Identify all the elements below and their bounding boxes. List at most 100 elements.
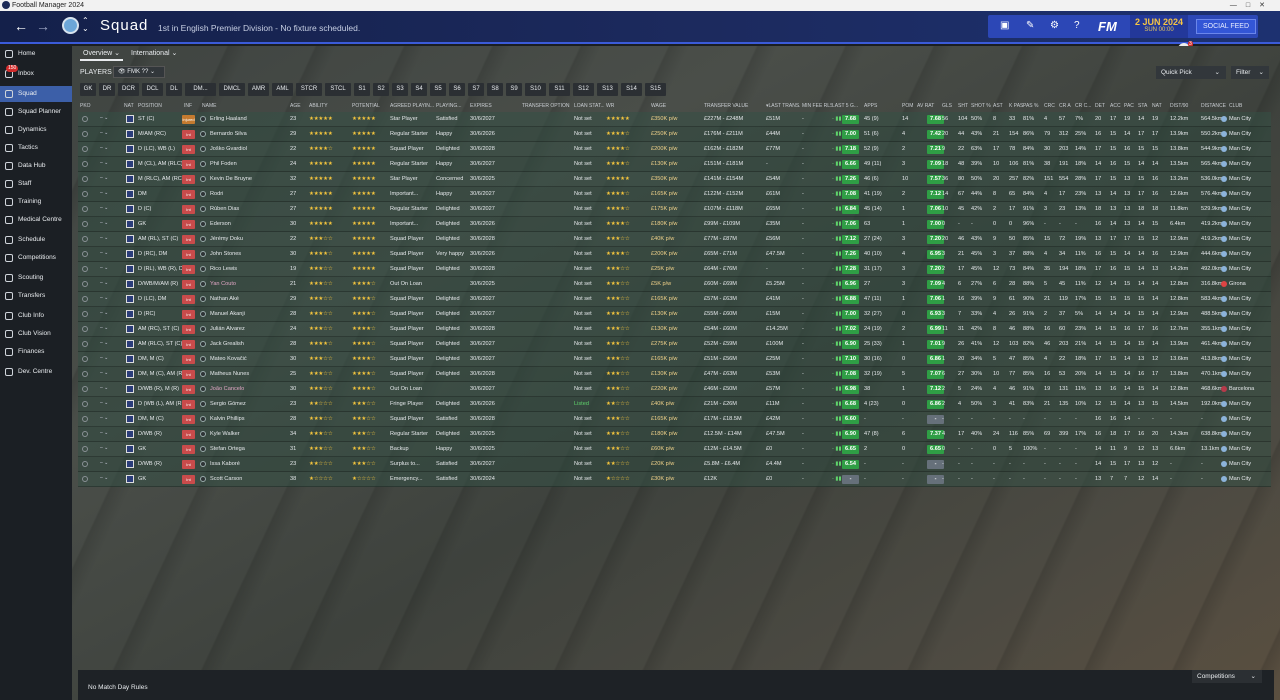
info-status-badge[interactable]: Injured — [182, 115, 195, 124]
player-name[interactable]: Kevin De Bruyne — [210, 176, 252, 182]
row-select-checkbox[interactable] — [82, 416, 88, 422]
row-menu-chevron-icon[interactable]: – ⌄ — [100, 355, 109, 361]
info-status-badge[interactable]: Int — [182, 205, 195, 214]
column-header-ability[interactable]: ABILITY — [309, 103, 328, 109]
sidebar-item-data-hub[interactable]: Data Hub — [0, 158, 72, 174]
row-menu-chevron-icon[interactable]: – ⌄ — [100, 430, 109, 436]
table-row[interactable]: – ⌄ Int D (LC), WB (L) Joško Gvardiol 22 ★★★★… — [78, 142, 1271, 157]
position-chip-dcr[interactable]: DCR — [118, 83, 139, 96]
table-row[interactable]: – ⌄ Int D (C) Rúben Dias 27 ★★★★★ ★★★★★ Regular… — [78, 202, 1271, 217]
row-menu-chevron-icon[interactable]: – ⌄ — [100, 370, 109, 376]
table-row[interactable]: – ⌄ Int GK Ederson 30 ★★★★★ ★★★★★ Important... D… — [78, 217, 1271, 232]
player-name[interactable]: Bernardo Silva — [210, 131, 247, 137]
club-badge[interactable] — [62, 17, 79, 34]
player-name[interactable]: Phil Foden — [210, 161, 237, 167]
table-row[interactable]: – ⌄ Int D (RC) Manuel Akanji 28 ★★★☆☆ ★★★★☆ Squ… — [78, 307, 1271, 322]
row-select-checkbox[interactable] — [82, 116, 88, 122]
table-row[interactable]: – ⌄ Int D (WB (L), AM (RL) Sergio Gómez 23 ★★… — [78, 397, 1271, 412]
column-header-nat[interactable]: NAT — [1152, 103, 1162, 109]
row-select-checkbox[interactable] — [82, 386, 88, 392]
column-header-expires[interactable]: EXPIRES — [470, 103, 492, 109]
table-row[interactable]: – ⌄ Int D/WB (R) Kyle Walker 34 ★★★☆☆ ★★★☆☆ Reg… — [78, 427, 1271, 442]
column-header-av-rat[interactable]: AV RAT — [917, 103, 935, 109]
row-menu-chevron-icon[interactable]: – ⌄ — [100, 115, 109, 121]
row-menu-chevron-icon[interactable]: – ⌄ — [100, 460, 109, 466]
player-name[interactable]: Mateo Kovačić — [210, 356, 247, 362]
position-chip-s4[interactable]: S4 — [411, 83, 427, 96]
player-name[interactable]: Yan Couto — [210, 281, 237, 287]
table-row[interactable]: – ⌄ Int D/WB (R) Issa Kaboré 23 ★★☆☆☆ ★★★☆☆ Sur… — [78, 457, 1271, 472]
table-row[interactable]: – ⌄ Int D/WB (R), M (R) João Cancelo 30 ★★★☆☆… — [78, 382, 1271, 397]
tab-overview[interactable]: Overview ⌄ — [80, 47, 123, 61]
row-select-checkbox[interactable] — [82, 251, 88, 257]
table-row[interactable]: – ⌄ Int D (LC), DM Nathan Aké 29 ★★★☆☆ ★★★★☆ Sq… — [78, 292, 1271, 307]
sidebar-item-finances[interactable]: Finances — [0, 344, 72, 360]
column-header-cr-a[interactable]: CR A — [1059, 103, 1071, 109]
table-row[interactable]: – ⌄ Int DM, M (C) Mateo Kovačić 30 ★★★☆☆ ★★★★☆… — [78, 352, 1271, 367]
sidebar-item-training[interactable]: Training — [0, 194, 72, 210]
column-header-name[interactable]: NAME — [202, 103, 217, 109]
sidebar-item-competitions[interactable]: Competitions — [0, 250, 72, 266]
row-select-checkbox[interactable] — [82, 341, 88, 347]
position-chip-s2[interactable]: S2 — [373, 83, 389, 96]
column-header-club[interactable]: CLUB — [1229, 103, 1243, 109]
sidebar-item-transfers[interactable]: Transfers — [0, 288, 72, 304]
position-chip-s1[interactable]: S1 — [354, 83, 370, 96]
row-select-checkbox[interactable] — [82, 461, 88, 467]
row-menu-chevron-icon[interactable]: – ⌄ — [100, 415, 109, 421]
player-name[interactable]: Julián Álvarez — [210, 326, 245, 332]
info-status-badge[interactable]: Int — [182, 355, 195, 364]
sidebar-item-squad-planner[interactable]: Squad Planner — [0, 104, 72, 120]
player-name[interactable]: Joško Gvardiol — [210, 146, 247, 152]
position-chip-s6[interactable]: S6 — [449, 83, 465, 96]
help-icon[interactable]: ? — [1074, 20, 1080, 31]
info-status-badge[interactable]: Int — [182, 445, 195, 454]
row-menu-chevron-icon[interactable]: – ⌄ — [100, 340, 109, 346]
column-header-sta[interactable]: STA — [1138, 103, 1148, 109]
position-chip-dr[interactable]: DR — [99, 83, 115, 96]
info-status-badge[interactable]: Int — [182, 175, 195, 184]
position-chip-s8[interactable]: S8 — [487, 83, 503, 96]
sidebar-item-tactics[interactable]: Tactics — [0, 140, 72, 156]
sidebar-item-staff[interactable]: Staff — [0, 176, 72, 192]
window-controls[interactable]: —□✕ — [1229, 2, 1274, 9]
player-name[interactable]: Sergio Gómez — [210, 401, 246, 407]
table-row[interactable]: – ⌄ Int D/WB/M/AM (R) Yan Couto 21 ★★★☆☆ ★★★★☆… — [78, 277, 1271, 292]
row-menu-chevron-icon[interactable]: – ⌄ — [100, 310, 109, 316]
shirt-icon[interactable]: ⚙ — [1050, 20, 1059, 31]
table-row[interactable]: – ⌄ Int AM (RL), ST (C) Jérémy Doku 22 ★★★☆☆ ★… — [78, 232, 1271, 247]
row-select-checkbox[interactable] — [82, 146, 88, 152]
position-chip-s7[interactable]: S7 — [468, 83, 484, 96]
row-menu-chevron-icon[interactable]: – ⌄ — [100, 220, 109, 226]
table-row[interactable]: – ⌄ Int DM, M (C) Kalvin Phillips 28 ★★★☆☆ ★★★… — [78, 412, 1271, 427]
position-chip-s15[interactable]: S15 — [645, 83, 666, 96]
row-select-checkbox[interactable] — [82, 206, 88, 212]
position-chip-s14[interactable]: S14 — [621, 83, 642, 96]
info-status-badge[interactable]: Int — [182, 220, 195, 229]
player-name[interactable]: Nathan Aké — [210, 296, 239, 302]
position-chip-dcl[interactable]: DCL — [142, 83, 163, 96]
sidebar-item-dynamics[interactable]: Dynamics — [0, 122, 72, 138]
row-menu-chevron-icon[interactable]: – ⌄ — [100, 445, 109, 451]
column-header-inf[interactable]: INF — [184, 103, 193, 109]
column-header-cr-c[interactable]: CR C... — [1075, 103, 1092, 109]
position-chip-dm[interactable]: DM... — [185, 83, 216, 96]
sidebar-item-inbox[interactable]: Inbox 150 — [0, 65, 72, 82]
row-menu-chevron-icon[interactable]: – ⌄ — [100, 205, 109, 211]
player-name[interactable]: Scott Carson — [210, 476, 243, 482]
player-name[interactable]: Ederson — [210, 221, 231, 227]
info-status-badge[interactable]: Int — [182, 250, 195, 259]
row-select-checkbox[interactable] — [82, 296, 88, 302]
table-row[interactable]: – ⌄ Int M (CL), AM (RLC) Phil Foden 24 ★★★★★ ★… — [78, 157, 1271, 172]
position-chip-gk[interactable]: GK — [80, 83, 96, 96]
column-header-acc[interactable]: ACC — [1110, 103, 1121, 109]
row-menu-chevron-icon[interactable]: – ⌄ — [100, 295, 109, 301]
column-header-position[interactable]: POSITION — [138, 103, 162, 109]
sidebar-item-squad[interactable]: Squad — [0, 86, 72, 102]
row-menu-chevron-icon[interactable]: – ⌄ — [100, 145, 109, 151]
calendar-icon[interactable]: ▣ — [1000, 20, 1010, 31]
column-header-potential[interactable]: POTENTIAL — [352, 103, 380, 109]
row-menu-chevron-icon[interactable]: – ⌄ — [100, 385, 109, 391]
